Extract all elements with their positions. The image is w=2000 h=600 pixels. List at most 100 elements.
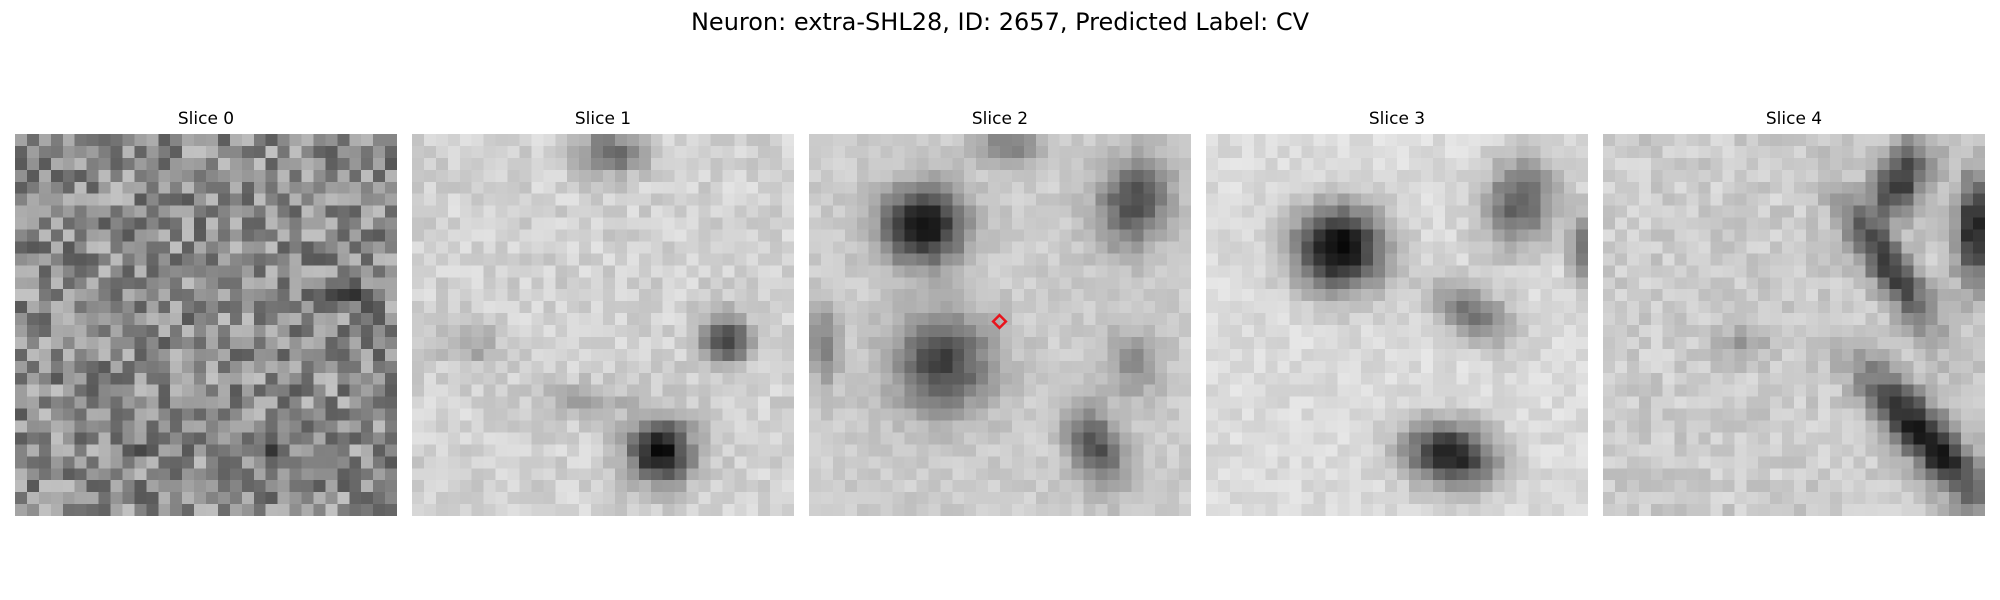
pixel bbox=[1167, 480, 1180, 493]
pixel bbox=[543, 253, 556, 266]
pixel bbox=[686, 420, 699, 433]
pixel bbox=[555, 456, 568, 469]
pixel bbox=[170, 456, 183, 469]
pixel bbox=[1325, 169, 1338, 183]
pixel bbox=[1817, 229, 1831, 242]
pixel bbox=[1552, 360, 1565, 374]
pixel bbox=[1229, 480, 1243, 493]
pixel bbox=[916, 145, 929, 159]
pixel bbox=[412, 444, 425, 457]
pixel bbox=[146, 504, 159, 516]
pixel bbox=[1913, 301, 1926, 314]
pixel bbox=[579, 384, 592, 398]
pixel bbox=[1540, 408, 1553, 421]
pixel bbox=[1516, 360, 1529, 374]
pixel bbox=[1456, 277, 1470, 290]
pixel bbox=[1373, 336, 1386, 350]
pixel bbox=[543, 348, 556, 362]
pixel bbox=[1540, 134, 1553, 147]
pixel bbox=[880, 241, 894, 254]
pixel bbox=[519, 384, 532, 398]
pixel bbox=[217, 384, 231, 398]
pixel bbox=[916, 289, 929, 302]
pixel bbox=[1913, 229, 1926, 242]
pixel bbox=[206, 253, 219, 266]
pixel bbox=[134, 217, 147, 230]
pixel bbox=[579, 145, 592, 159]
pixel bbox=[122, 301, 135, 314]
pixel bbox=[1155, 432, 1168, 445]
pixel bbox=[38, 289, 52, 302]
pixel bbox=[373, 408, 386, 421]
pixel bbox=[940, 265, 953, 278]
pixel bbox=[459, 265, 473, 278]
pixel bbox=[1853, 145, 1867, 159]
pixel bbox=[361, 360, 374, 374]
pixel bbox=[483, 265, 497, 278]
pixel bbox=[820, 181, 834, 195]
pixel bbox=[1528, 313, 1541, 326]
pixel bbox=[507, 145, 520, 159]
pixel bbox=[1265, 265, 1279, 278]
pixel bbox=[1662, 253, 1676, 266]
pixel bbox=[1241, 217, 1255, 230]
pixel bbox=[1217, 253, 1231, 266]
pixel bbox=[1770, 193, 1783, 207]
pixel bbox=[447, 468, 461, 481]
pixel bbox=[1528, 181, 1541, 195]
pixel bbox=[1480, 456, 1493, 469]
pixel bbox=[277, 169, 291, 183]
pixel bbox=[1626, 325, 1640, 338]
pixel bbox=[674, 384, 688, 398]
pixel bbox=[471, 157, 485, 171]
pixel bbox=[988, 432, 1001, 445]
pixel bbox=[337, 372, 350, 386]
pixel bbox=[1155, 372, 1168, 386]
pixel bbox=[253, 205, 267, 219]
pixel bbox=[1179, 253, 1191, 266]
pixel bbox=[638, 169, 652, 183]
pixel bbox=[229, 134, 243, 147]
pixel bbox=[892, 372, 905, 386]
pixel bbox=[337, 480, 350, 493]
pixel bbox=[603, 157, 616, 171]
pixel bbox=[1853, 157, 1867, 171]
pixel bbox=[662, 372, 676, 386]
pixel bbox=[1432, 217, 1446, 230]
pixel bbox=[337, 408, 350, 421]
pixel bbox=[26, 241, 40, 254]
pixel bbox=[1961, 325, 1974, 338]
pixel bbox=[447, 241, 461, 254]
pixel bbox=[758, 372, 771, 386]
pixel bbox=[337, 444, 350, 457]
pixel bbox=[1603, 145, 1616, 159]
pixel bbox=[746, 384, 759, 398]
pixel bbox=[337, 313, 350, 326]
pixel bbox=[746, 432, 759, 445]
pixel bbox=[194, 205, 207, 219]
pixel bbox=[1047, 504, 1061, 516]
pixel bbox=[1626, 313, 1640, 326]
pixel bbox=[626, 492, 640, 505]
pixel bbox=[1698, 241, 1711, 254]
pixel bbox=[1083, 205, 1096, 219]
pixel bbox=[964, 241, 977, 254]
pixel bbox=[495, 145, 508, 159]
pixel bbox=[495, 396, 508, 410]
pixel bbox=[734, 169, 747, 183]
pixel bbox=[1349, 504, 1362, 516]
pixel bbox=[301, 348, 314, 362]
pixel bbox=[361, 229, 374, 242]
pixel bbox=[277, 480, 291, 493]
pixel bbox=[301, 265, 314, 278]
pixel bbox=[1107, 325, 1120, 338]
pixel bbox=[1456, 265, 1470, 278]
pixel bbox=[940, 420, 953, 433]
pixel bbox=[809, 432, 822, 445]
pixel bbox=[1241, 229, 1255, 242]
pixel bbox=[50, 289, 64, 302]
pixel bbox=[988, 229, 1001, 242]
pixel bbox=[459, 384, 473, 398]
pixel bbox=[543, 169, 556, 183]
pixel bbox=[1047, 408, 1061, 421]
